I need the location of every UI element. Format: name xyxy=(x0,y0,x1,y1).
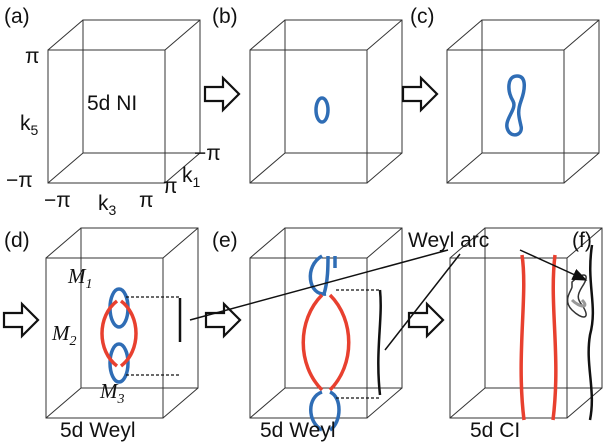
weyl-arc-label: Weyl arc xyxy=(408,229,489,252)
panel-label: (e) xyxy=(212,229,238,252)
axis-label: k5 xyxy=(20,112,39,138)
caption: 5d Weyl xyxy=(60,419,135,442)
manifold-label: M1 xyxy=(67,264,93,292)
caption: 5d CI xyxy=(470,419,520,442)
figure: (a) (b) (c) (d) (e) (f) 5d Weyl 5d Weyl … xyxy=(0,0,615,443)
panel-label: (a) xyxy=(4,5,30,28)
manifold-label: M2 xyxy=(51,321,77,349)
axis-tick: −π xyxy=(194,142,221,165)
axis-tick: −π xyxy=(44,189,71,212)
panel-label: (f) xyxy=(572,229,592,252)
cube xyxy=(450,228,602,418)
labels: (a) (b) (c) (d) (e) (f) 5d Weyl 5d Weyl … xyxy=(4,5,592,442)
panel-label: (c) xyxy=(410,5,435,28)
curves xyxy=(102,76,593,430)
panel-label: (b) xyxy=(212,5,238,28)
axis-label: k3 xyxy=(98,192,117,218)
axis-tick: π xyxy=(139,189,154,212)
caption: 5d Weyl xyxy=(260,419,335,442)
axis-tick: π xyxy=(163,175,178,198)
axis-label: k1 xyxy=(182,164,201,190)
cube xyxy=(447,20,599,183)
panel-label: (d) xyxy=(4,229,30,252)
axis-tick: −π xyxy=(6,169,33,192)
axis-tick: π xyxy=(25,45,40,68)
center-label: 5d NI xyxy=(87,92,137,115)
